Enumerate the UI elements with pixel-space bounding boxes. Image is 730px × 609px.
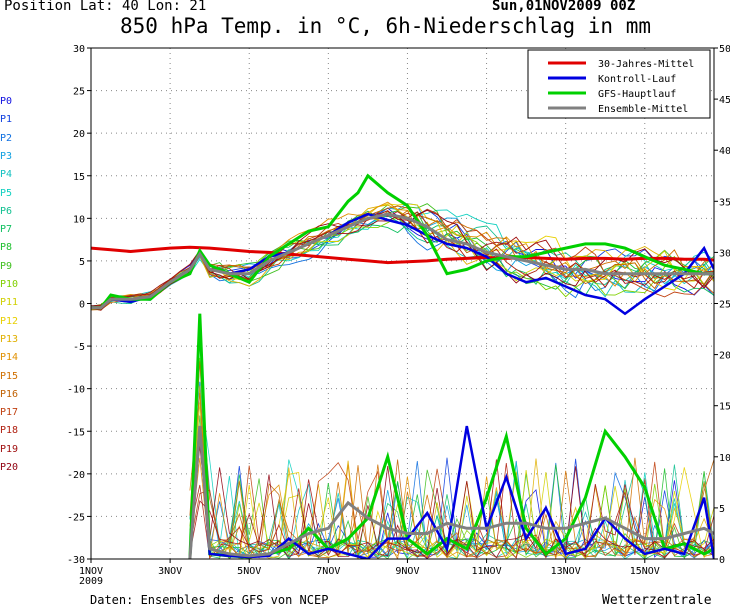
highlight-series [91,173,714,559]
ensemble-members [91,201,714,559]
member-precip-line [189,446,714,559]
x-tick-label: 5NOV [237,566,261,577]
y-left-tick-label: -20 [67,470,85,481]
y-left-tick-label: 30 [73,44,85,55]
legend-label: GFS-Hauptlauf [598,89,676,100]
y-left-tick-label: 20 [73,129,85,140]
x-tick-label: 13NOV [551,566,581,577]
temp-line-gfs-hauptlauf [91,173,714,310]
y-right-tick-label: 35 [719,197,730,208]
precip-line-ensemble-mittel [188,425,714,559]
x-tick-label: 9NOV [395,566,419,577]
member-label: P12 [0,315,19,327]
y-right-tick-label: 15 [719,402,730,413]
x-tick-label: 11NOV [472,566,502,577]
data-source: Daten: Ensembles des GFS von NCEP [90,593,329,607]
legend-label: Ensemble-Mittel [598,104,688,115]
member-label: P18 [0,425,19,437]
member-label: P15 [0,370,19,382]
member-label: P9 [0,260,13,272]
y-right-tick-label: 20 [719,351,730,362]
grid [91,48,714,559]
y-right-tick-label: 0 [719,555,725,566]
member-precip-line [189,457,714,559]
member-label: P1 [0,114,13,126]
member-label: P5 [0,187,13,199]
member-label: P7 [0,224,13,236]
x-tick-label: 3NOV [158,566,182,577]
x-tick-sublabel: 2009 [79,576,103,587]
y-left-tick-label: -25 [67,512,85,523]
axes: 302520151050-5-10-15-20-25-3050454035302… [67,44,730,587]
member-label: P10 [0,279,19,290]
x-tick-label: 7NOV [316,566,340,577]
position-header: Position Lat: 40 Lon: 21 [4,0,207,14]
y-left-tick-label: 0 [79,300,85,311]
y-right-tick-label: 50 [719,44,730,55]
y-left-tick-label: -15 [67,427,85,438]
y-left-tick-label: 10 [73,214,85,225]
y-right-tick-label: 40 [719,146,730,157]
member-label: P6 [0,205,13,217]
y-left-tick-label: -10 [67,385,85,396]
member-label: P14 [0,352,19,364]
member-label: P3 [0,150,13,162]
member-label: P2 [0,132,13,144]
member-precip-line [189,459,714,559]
member-label: P16 [0,388,19,400]
temp-line-ensemble-mittel [91,212,714,310]
member-label: P8 [0,242,13,254]
y-right-tick-label: 25 [719,300,730,311]
run-date: Sun,01NOV2009 00Z [492,0,636,14]
member-label: P17 [0,407,19,419]
member-label: P19 [0,443,19,455]
member-label: P4 [0,169,13,181]
y-left-tick-label: 25 [73,87,85,98]
legend-label: 30-Jahres-Mittel [598,59,694,70]
precip-line-kontroll-lauf [188,425,714,559]
member-label: P13 [0,333,19,345]
y-right-tick-label: 45 [719,95,730,106]
member-label: P11 [0,297,19,309]
temp-line-30-jahres-mittel [91,245,714,265]
member-precip-line [189,361,714,559]
plot-frame [90,47,715,560]
y-left-tick-label: 15 [73,172,85,183]
legend-label: Kontroll-Lauf [598,74,676,85]
member-label: P0 [0,96,13,107]
brand-label: Wetterzentrale [602,593,712,608]
y-right-tick-label: 10 [719,453,730,464]
x-tick-label: 1NOV [79,566,103,577]
y-right-tick-label: 30 [719,248,730,259]
legend: 30-Jahres-Mittel Kontroll-Lauf GFS-Hauptla… [527,49,711,119]
y-right-tick-label: 5 [719,504,725,515]
member-label: P20 [0,462,19,473]
chart-title: 850 hPa Temp. in °C, 6h-Niederschlag in … [120,14,652,38]
y-left-tick-label: -5 [73,342,85,353]
x-tick-label: 15NOV [630,566,660,577]
y-left-tick-label: -30 [67,555,85,566]
y-left-tick-label: 5 [79,257,85,268]
